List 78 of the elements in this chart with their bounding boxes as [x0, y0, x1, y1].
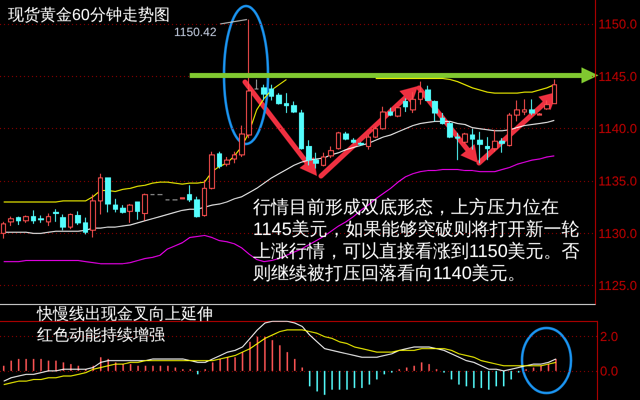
candlestick: [209, 151, 215, 190]
candlestick: [321, 152, 326, 167]
candlestick: [432, 100, 438, 122]
candlestick: [366, 134, 371, 150]
y-tick-label: 1150.0: [598, 16, 637, 32]
candlestick: [514, 100, 520, 122]
candlestick: [224, 156, 230, 167]
annotation: 红色动能持续增强: [37, 326, 165, 345]
candlestick: [127, 204, 133, 224]
candlestick: [232, 151, 237, 164]
candlestick: [507, 112, 512, 147]
candlestick: [499, 138, 505, 154]
candlestick: [403, 98, 408, 112]
candlestick: [105, 177, 111, 213]
candlestick: [440, 112, 445, 126]
y-tick-label: 0.0: [600, 363, 618, 378]
candlestick: [358, 142, 364, 146]
candlestick: [261, 84, 267, 101]
candlestick: [38, 215, 44, 224]
annotation: 快慢线出现金叉向上延伸: [37, 305, 213, 324]
candlestick: [299, 109, 304, 150]
candlestick: [46, 212, 51, 227]
y-tick-label: 1145.0: [598, 68, 637, 84]
candlestick: [142, 193, 148, 222]
candlestick: [552, 79, 557, 104]
y-tick-label: 1130.0: [598, 226, 637, 241]
candlestick: [343, 131, 349, 141]
candlestick: [8, 216, 14, 227]
candlestick: [135, 201, 140, 220]
candlestick: [113, 198, 118, 213]
y-tick-label: 1135.0: [598, 174, 637, 189]
candlestick: [98, 173, 103, 216]
candlestick: [83, 217, 88, 235]
candlestick: [425, 85, 431, 101]
candlestick: [120, 204, 126, 214]
candlestick: [485, 136, 490, 161]
candlestick: [254, 79, 259, 90]
candlestick: [492, 129, 498, 152]
candlestick: [336, 131, 341, 150]
candlestick: [194, 196, 200, 218]
candlestick: [447, 120, 453, 139]
annotation: 1150.42: [174, 25, 216, 39]
candlestick: [269, 84, 274, 101]
candlestick: [537, 112, 542, 116]
line-series: [3, 320, 556, 382]
candlestick: [328, 146, 334, 159]
candlestick: [284, 92, 289, 114]
candlestick: [410, 92, 416, 114]
candlestick: [388, 107, 393, 117]
candlestick: [202, 179, 207, 218]
candlestick: [351, 138, 356, 144]
candlestick: [31, 210, 36, 224]
candlestick: [53, 208, 59, 222]
candlestick: [291, 101, 297, 114]
candlestick: [462, 132, 468, 144]
candlestick: [522, 98, 527, 116]
candlestick: [544, 100, 550, 110]
y-tick-label: 1140.0: [598, 121, 637, 136]
candlestick: [75, 210, 81, 226]
candlestick: [395, 106, 401, 118]
y-tick-label: 2.0: [600, 329, 618, 344]
candlestick: [470, 128, 475, 150]
candlestick: [477, 131, 483, 164]
chart-title: 现货黄金60分钟走势图: [8, 6, 170, 26]
candlestick: [418, 81, 423, 106]
candlestick: [380, 106, 386, 130]
candlestick: [373, 126, 378, 139]
candlestick: [187, 184, 192, 202]
candlestick: [16, 216, 21, 226]
candlestick: [60, 214, 66, 231]
candlestick: [217, 151, 222, 169]
y-tick-label: 1125.0: [598, 278, 637, 294]
candlestick: [90, 194, 96, 238]
candlestick: [276, 92, 282, 106]
candlestick: [529, 98, 535, 116]
candlestick: [23, 215, 29, 224]
candlestick: [68, 212, 73, 230]
candlestick: [455, 132, 460, 161]
